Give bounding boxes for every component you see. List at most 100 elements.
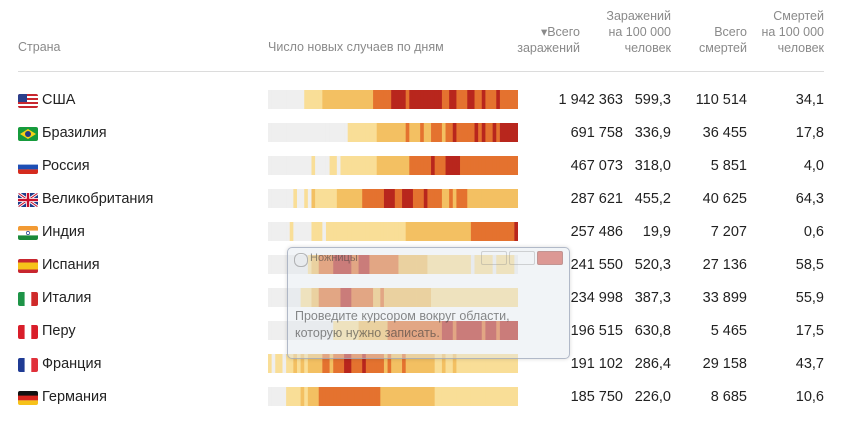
daily-cases-heatstrip[interactable]	[268, 222, 518, 241]
heat-cell	[445, 321, 450, 340]
heat-cell	[325, 156, 330, 175]
heat-cell	[485, 354, 490, 373]
daily-cases-heatstrip[interactable]	[268, 288, 518, 307]
country-name[interactable]: Италия	[42, 290, 92, 306]
heat-cell	[452, 321, 457, 340]
heat-cell	[307, 189, 312, 208]
table-row[interactable]: Великобритания 287 621 455,2 40 625 64,3	[0, 184, 845, 217]
country-name[interactable]: США	[42, 92, 76, 108]
heat-cell	[452, 387, 457, 406]
header-country[interactable]: Страна	[18, 40, 61, 54]
heat-cell	[271, 189, 276, 208]
heat-cell	[416, 222, 421, 241]
country-name[interactable]: Бразилия	[42, 125, 107, 141]
table-row[interactable]: Франция 191 102 286,4 29 158 43,7	[0, 349, 845, 382]
heat-cell	[438, 90, 443, 109]
heat-cell	[463, 222, 468, 241]
table-row[interactable]: Россия 467 073 318,0 5 851 4,0	[0, 151, 845, 184]
daily-cases-heatstrip[interactable]	[268, 123, 518, 142]
table-row[interactable]: Германия 185 750 226,0 8 685 10,6	[0, 382, 845, 415]
heat-cell	[427, 123, 432, 142]
snipping-tool-overlay[interactable]: Ножницы Проведите курсором вокруг област…	[287, 247, 570, 359]
heat-cell	[391, 321, 396, 340]
heat-cell	[271, 222, 276, 241]
heat-cell	[383, 222, 388, 241]
deaths-per-100k-value: 58,5	[795, 257, 824, 273]
daily-cases-heatstrip[interactable]	[268, 156, 518, 175]
country-name[interactable]: Перу	[42, 323, 76, 339]
daily-cases-heatstrip[interactable]	[268, 189, 518, 208]
minimize-button[interactable]	[481, 251, 507, 265]
heat-cell	[340, 123, 345, 142]
heat-cell	[438, 189, 443, 208]
heat-cell	[275, 354, 280, 373]
flag-pe-icon	[18, 325, 38, 339]
heat-cell	[391, 189, 396, 208]
heat-cell	[449, 288, 454, 307]
heat-cell	[438, 288, 443, 307]
heat-cell	[427, 156, 432, 175]
heat-cell	[496, 123, 501, 142]
close-button[interactable]	[537, 251, 563, 265]
table-row[interactable]: Бразилия 691 758 336,9 36 455 17,8	[0, 118, 845, 151]
heat-cell	[300, 156, 305, 175]
header-deaths-per-100k[interactable]: Смертей на 100 000 человек	[761, 8, 824, 56]
heat-cell	[470, 189, 475, 208]
heat-cell	[268, 123, 273, 142]
table-row[interactable]: Испания 241 550 520,3 27 136 58,5	[0, 250, 845, 283]
daily-cases-heatstrip[interactable]	[268, 255, 518, 274]
heat-cell	[289, 156, 294, 175]
heat-cell	[503, 387, 508, 406]
table-row[interactable]: Италия 234 998 387,3 33 899 55,9	[0, 283, 845, 316]
country-name[interactable]: Германия	[42, 389, 108, 405]
heat-cell	[304, 321, 309, 340]
heat-cell	[485, 156, 490, 175]
heat-cell	[315, 123, 320, 142]
heat-cell	[402, 288, 407, 307]
scissors-icon	[294, 253, 308, 267]
heat-cell	[463, 90, 468, 109]
heat-cell	[481, 321, 486, 340]
flag-us-icon	[18, 94, 38, 108]
heat-cell	[304, 90, 309, 109]
heat-cell	[275, 189, 280, 208]
heat-cell	[434, 288, 439, 307]
heat-cell	[376, 321, 381, 340]
heat-cell	[412, 222, 417, 241]
heat-cell	[286, 90, 291, 109]
table-row[interactable]: США 1 942 363 599,3 110 514 34,1	[0, 85, 845, 118]
daily-cases-heatstrip[interactable]	[268, 387, 518, 406]
header-total-deaths[interactable]: Всего смертей	[699, 24, 747, 56]
table-row[interactable]: Индия 257 486 19,9 7 207 0,6	[0, 217, 845, 250]
heat-cell	[445, 123, 450, 142]
header-total-cases-sorted[interactable]: ▾Всего заражений	[517, 24, 580, 56]
heat-cell	[365, 222, 370, 241]
heat-cell	[336, 354, 341, 373]
heat-cell	[315, 222, 320, 241]
heat-cell	[315, 354, 320, 373]
heat-cell	[431, 321, 436, 340]
country-name[interactable]: Франция	[42, 356, 102, 372]
country-name[interactable]: Россия	[42, 158, 90, 174]
table-row[interactable]: Перу 196 515 630,8 5 465 17,5	[0, 316, 845, 349]
heat-cell	[304, 189, 309, 208]
country-name[interactable]: Индия	[42, 224, 85, 240]
heat-cell	[318, 354, 323, 373]
heat-cell	[514, 321, 518, 340]
heat-cell	[271, 354, 276, 373]
heat-cell	[507, 387, 512, 406]
country-name[interactable]: Великобритания	[42, 191, 154, 207]
country-name[interactable]: Испания	[42, 257, 100, 273]
daily-cases-heatstrip[interactable]	[268, 321, 518, 340]
heat-cell	[409, 90, 414, 109]
heat-cell	[329, 255, 334, 274]
maximize-button[interactable]	[509, 251, 535, 265]
heat-cell	[405, 288, 410, 307]
daily-cases-heatstrip[interactable]	[268, 90, 518, 109]
heat-cell	[474, 255, 479, 274]
heat-cell	[362, 123, 367, 142]
daily-cases-heatstrip[interactable]	[268, 354, 518, 373]
heat-cell	[358, 123, 363, 142]
header-cases-per-100k[interactable]: Заражений на 100 000 человек	[606, 8, 671, 56]
heat-cell	[336, 387, 341, 406]
